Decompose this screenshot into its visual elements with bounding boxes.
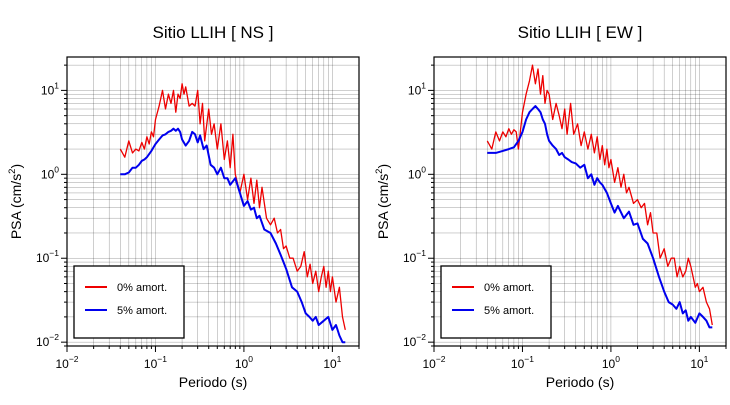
series-line-undamped bbox=[119, 83, 346, 331]
x-tick-label: 10−1 bbox=[511, 354, 534, 371]
legend: 0% amort. 5% amort. bbox=[73, 265, 185, 339]
x-tick-label: 10−2 bbox=[55, 354, 78, 371]
x-axis-label: Periodo (s) bbox=[546, 374, 614, 390]
x-tick-label: 10−1 bbox=[144, 354, 167, 371]
series-line-damped bbox=[487, 105, 713, 329]
y-axis-label: PSA (cm/s2) bbox=[374, 164, 391, 239]
y-tick-label: 100 bbox=[408, 164, 426, 181]
legend-label: 0% amort. bbox=[484, 282, 534, 294]
chart-panel-2: 10−2 10−1 100 101 10−2 10−1 100 101 Sitio LLIH [… bbox=[374, 23, 727, 390]
x-tick-label: 101 bbox=[323, 354, 341, 371]
y-axis-label: PSA (cm/s2) bbox=[7, 164, 24, 239]
chart-title: Sitio LLIH [ EW ] bbox=[518, 23, 643, 42]
x-tick-label: 100 bbox=[235, 354, 253, 371]
y-tick-label: 101 bbox=[408, 80, 426, 97]
chart-title: Sitio LLIH [ NS ] bbox=[153, 23, 274, 42]
legend-label: 5% amort. bbox=[117, 305, 167, 317]
series-line-undamped bbox=[486, 64, 713, 326]
legend-box bbox=[73, 265, 185, 339]
plot-frame bbox=[433, 56, 727, 347]
y-tick-label: 101 bbox=[41, 80, 59, 97]
legend-label: 0% amort. bbox=[117, 282, 167, 294]
y-tick-label: 10−2 bbox=[36, 332, 59, 349]
legend-label: 5% amort. bbox=[484, 305, 534, 317]
y-tick-label: 10−1 bbox=[403, 248, 426, 265]
series-line-damped bbox=[120, 127, 346, 344]
plot-frame bbox=[66, 56, 360, 347]
x-axis-label: Periodo (s) bbox=[179, 374, 247, 390]
chart-panel-1: 10−2 10−1 100 101 10−2 10−1 100 101 Sitio LLIH [… bbox=[7, 23, 360, 390]
gridlines bbox=[433, 57, 727, 347]
y-tick-label: 10−1 bbox=[36, 248, 59, 265]
x-tick-label: 100 bbox=[602, 354, 620, 371]
x-tick-label: 101 bbox=[690, 354, 708, 371]
y-tick-label: 10−2 bbox=[403, 332, 426, 349]
x-tick-label: 10−2 bbox=[422, 354, 445, 371]
y-tick-label: 100 bbox=[41, 164, 59, 181]
legend: 0% amort. 5% amort. bbox=[440, 265, 552, 339]
legend-box bbox=[440, 265, 552, 339]
